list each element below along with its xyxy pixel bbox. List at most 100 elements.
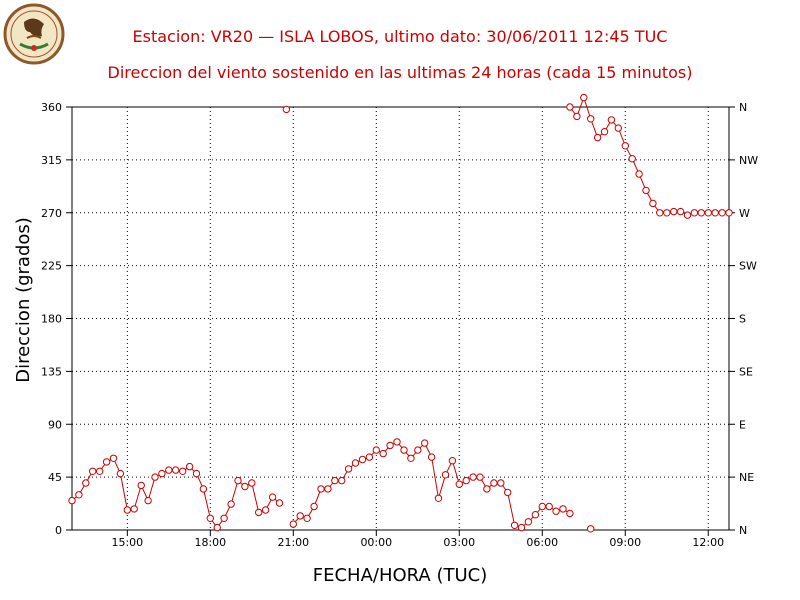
data-point bbox=[510, 521, 519, 529]
x-tick-label: 15:00 bbox=[111, 536, 143, 549]
data-point bbox=[614, 124, 622, 132]
data-point bbox=[566, 509, 574, 518]
data-point bbox=[587, 115, 595, 123]
data-point bbox=[275, 499, 284, 507]
data-point bbox=[151, 473, 159, 481]
data-point bbox=[628, 155, 636, 163]
y-tick-label-compass: SE bbox=[739, 365, 753, 378]
data-point bbox=[524, 518, 533, 526]
data-point bbox=[75, 491, 83, 499]
data-point bbox=[656, 209, 664, 217]
data-point bbox=[642, 186, 650, 195]
data-point bbox=[393, 438, 401, 446]
data-point bbox=[462, 476, 470, 485]
data-point bbox=[317, 485, 325, 493]
data-point bbox=[407, 454, 415, 462]
series-line bbox=[569, 96, 729, 216]
chart-title-line1: Estacion: VR20 — ISLA LOBOS, ultimo dato… bbox=[133, 27, 668, 46]
data-point bbox=[497, 479, 505, 487]
data-point bbox=[725, 209, 733, 217]
data-point bbox=[185, 462, 194, 471]
data-point bbox=[559, 505, 567, 513]
data-point bbox=[517, 523, 526, 532]
data-point bbox=[227, 500, 235, 508]
data-point bbox=[331, 476, 339, 485]
data-point bbox=[587, 525, 595, 533]
data-point bbox=[469, 473, 477, 481]
data-point bbox=[504, 488, 512, 497]
data-point bbox=[455, 480, 463, 488]
data-point bbox=[130, 505, 138, 513]
data-point bbox=[697, 209, 705, 217]
data-point bbox=[351, 459, 360, 467]
y-tick-label: 270 bbox=[41, 207, 62, 220]
data-point bbox=[711, 209, 719, 217]
data-point bbox=[600, 128, 609, 136]
data-point bbox=[137, 481, 145, 490]
data-point bbox=[109, 454, 118, 462]
y-tick-label: 135 bbox=[41, 365, 62, 378]
data-point bbox=[338, 476, 346, 485]
data-point bbox=[372, 446, 380, 454]
y-tick-label-compass: N bbox=[739, 524, 747, 537]
y-tick-label: 45 bbox=[48, 471, 62, 484]
data-point bbox=[241, 482, 249, 491]
data-point bbox=[116, 469, 125, 478]
data-point bbox=[421, 439, 429, 447]
data-point bbox=[82, 479, 90, 487]
data-point bbox=[102, 458, 111, 466]
data-point bbox=[621, 142, 629, 150]
data-point bbox=[427, 453, 436, 461]
data-point bbox=[531, 511, 540, 519]
data-point bbox=[172, 466, 180, 474]
data-point bbox=[310, 502, 318, 511]
y-tick-label: 180 bbox=[41, 313, 62, 326]
data-point bbox=[144, 496, 152, 505]
y-tick-label: 0 bbox=[55, 524, 62, 537]
data-point bbox=[414, 446, 422, 454]
data-point bbox=[255, 508, 263, 517]
data-point bbox=[324, 485, 332, 493]
data-point bbox=[289, 520, 297, 528]
x-tick-label: 06:00 bbox=[526, 536, 558, 549]
data-point bbox=[434, 494, 443, 502]
x-tick-label: 12:00 bbox=[692, 536, 724, 549]
data-point bbox=[220, 514, 228, 522]
y-tick-label-compass: NE bbox=[739, 471, 754, 484]
data-point bbox=[718, 209, 726, 217]
y-tick-label: 90 bbox=[48, 418, 62, 431]
y-tick-label: 225 bbox=[41, 260, 62, 273]
data-point bbox=[261, 506, 270, 514]
data-point bbox=[573, 112, 581, 121]
data-point bbox=[123, 506, 132, 514]
y-axis-title: Direccion (grados) bbox=[13, 217, 34, 383]
data-point bbox=[179, 467, 187, 475]
y-tick-label-compass: W bbox=[739, 207, 750, 220]
mexico-coat-of-arms-seal-icon bbox=[3, 3, 65, 65]
data-point bbox=[158, 469, 166, 478]
data-point bbox=[649, 199, 657, 208]
data-point bbox=[670, 207, 678, 216]
data-point bbox=[358, 455, 367, 464]
data-point bbox=[386, 441, 394, 450]
x-tick-label: 21:00 bbox=[277, 536, 309, 549]
data-point bbox=[213, 523, 221, 532]
data-point bbox=[566, 103, 574, 111]
axis-ticks: 0 N 45 NE 90 E 135 SE 180 S 225 SW 270 W 315 NW 360 N 15:0… bbox=[41, 101, 758, 549]
data-point bbox=[165, 466, 173, 474]
data-series bbox=[68, 93, 733, 533]
data-point bbox=[296, 512, 304, 520]
data-point bbox=[89, 467, 97, 475]
data-point bbox=[476, 473, 484, 481]
data-point bbox=[234, 476, 242, 485]
data-point bbox=[607, 116, 616, 124]
x-axis-title: FECHA/HORA (TUC) bbox=[313, 565, 488, 586]
x-tick-label: 18:00 bbox=[194, 536, 226, 549]
y-tick-label-compass: SW bbox=[739, 260, 757, 273]
data-point bbox=[704, 209, 712, 217]
data-point bbox=[663, 209, 671, 217]
y-tick-label: 360 bbox=[41, 101, 62, 114]
data-point bbox=[580, 93, 588, 102]
data-point bbox=[490, 479, 498, 487]
